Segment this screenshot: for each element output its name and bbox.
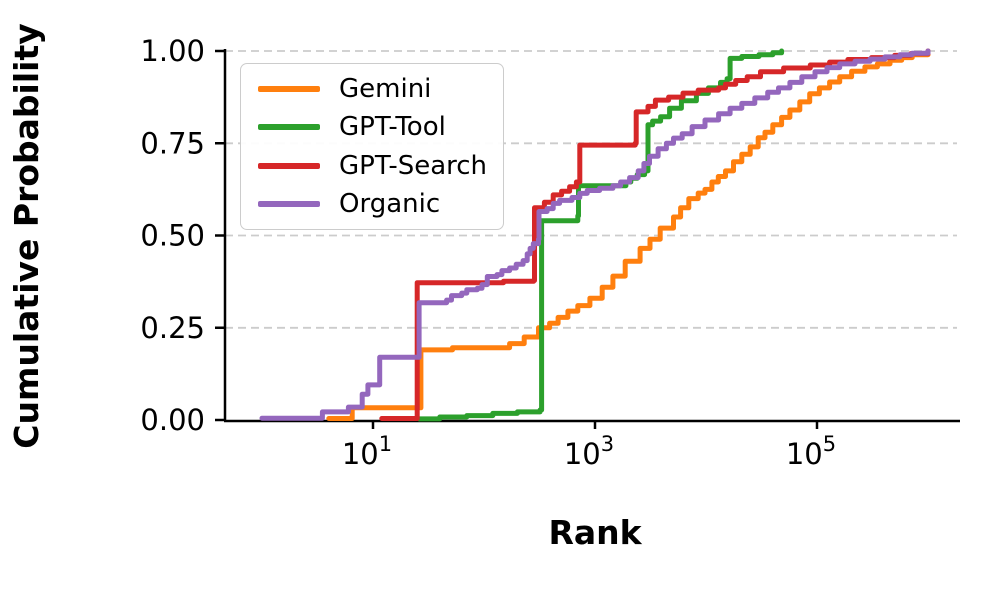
x-tick-label-10e1: 101: [342, 432, 392, 471]
legend: Gemini GPT-Tool GPT-Search Organic: [240, 63, 504, 230]
y-tick-label-0.75: 0.75: [140, 126, 205, 160]
legend-item-gpt-tool: GPT-Tool: [258, 114, 493, 140]
legend-label-organic: Organic: [339, 188, 441, 219]
legend-item-gemini: Gemini: [258, 76, 493, 102]
y-tick-label-1.00: 1.00: [140, 34, 205, 68]
legend-label-gpt-search: GPT-Search: [339, 150, 488, 181]
legend-item-gpt-search: GPT-Search: [258, 153, 493, 179]
legend-swatch-gpt-tool: [258, 124, 320, 131]
y-axis-label: Cumulative Probability: [7, 23, 46, 449]
legend-swatch-organic: [258, 200, 320, 207]
y-tick-label-0.50: 0.50: [140, 219, 205, 253]
series-line-organic: [259, 48, 931, 421]
legend-swatch-gpt-search: [258, 162, 320, 169]
series-layer: [259, 48, 931, 422]
series-line-gpt-tool: [416, 48, 785, 422]
legend-item-organic: Organic: [258, 191, 493, 217]
y-tick-label-0.00: 0.00: [140, 403, 205, 437]
series-line-gpt-search: [379, 48, 931, 421]
x-axis-label: Rank: [548, 513, 642, 552]
y-tick-label-0.25: 0.25: [140, 311, 205, 345]
series-line-gemini: [326, 48, 931, 421]
legend-label-gemini: Gemini: [339, 74, 432, 105]
legend-swatch-gemini: [258, 86, 320, 93]
legend-label-gpt-tool: GPT-Tool: [339, 112, 446, 143]
x-tick-label-10e5: 105: [786, 432, 836, 471]
x-tick-label-10e3: 103: [564, 432, 614, 471]
tick-layer: 0.00 0.25 0.50 0.75 1.00 101 103 105: [140, 34, 836, 471]
